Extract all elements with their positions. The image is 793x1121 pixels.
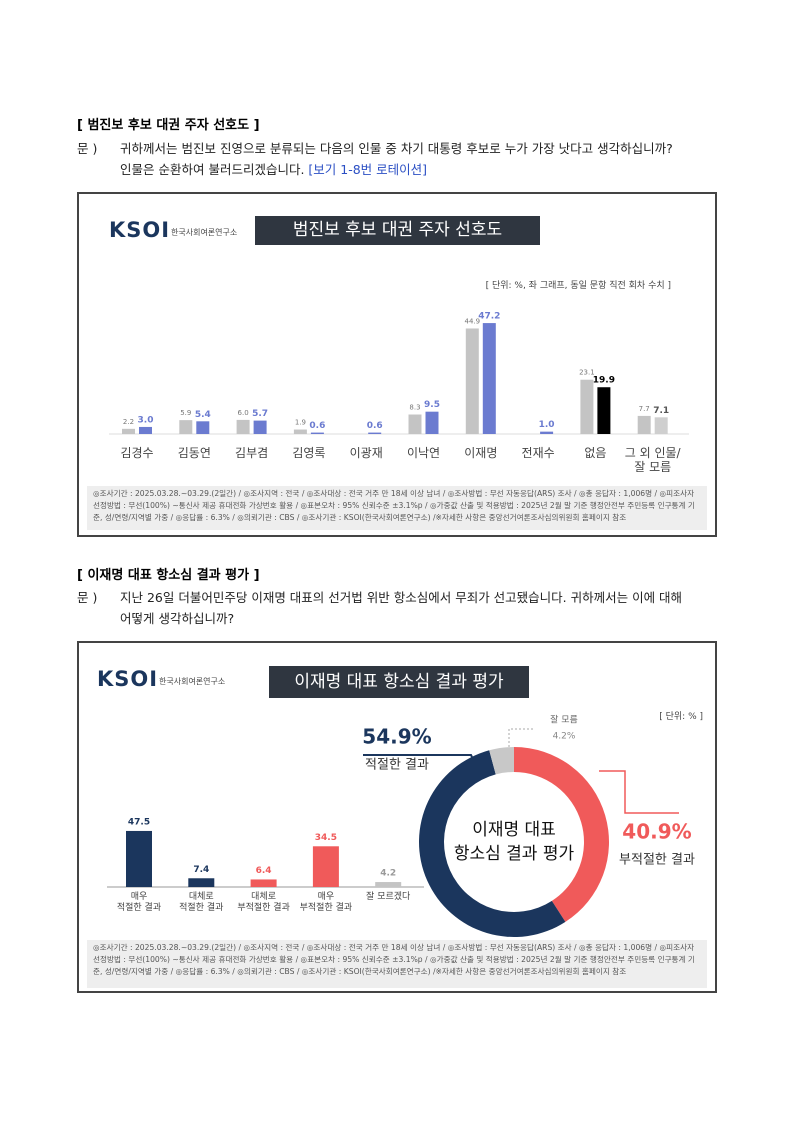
bar	[188, 878, 215, 887]
bar	[637, 415, 651, 434]
question-label: 문 )	[77, 141, 98, 156]
x-tick-label: 매우 적절한 결과	[116, 892, 162, 913]
question-label: 문 )	[77, 590, 98, 605]
x-tick-label: 없음	[584, 446, 607, 460]
unit: [ 단위: %, 좌 그래프, 동일 문항 직전 회차 수치 ]	[485, 281, 671, 291]
value-label: 19.9	[593, 376, 615, 386]
bar	[293, 429, 307, 434]
donut-slice	[514, 747, 610, 922]
value-label: 5.7	[252, 409, 268, 419]
chart: 2.2 3.05.9 5.4 6.0 5.71.9 0.6 0.68.3 9.544.947.…	[109, 312, 689, 435]
bar	[580, 379, 594, 434]
bar	[179, 420, 193, 434]
bar	[312, 846, 339, 887]
bar	[368, 432, 382, 434]
x-tick-label: 대체로 적절한 결과	[179, 892, 224, 913]
chart-panel: 47.5 7.4 6.4 34.5 4.2 40.9% 부적절한 결과 54.9% 적절한 결과…	[77, 641, 717, 993]
slice-label: 부적절한 결과	[619, 853, 695, 868]
footnote: ◎조사기간 : 2025.03.28.~03.29.(2일간) / ◎조사지역 …	[87, 486, 707, 530]
value-label: 5.4	[195, 410, 211, 420]
chart-title: 이재명 대표 항소심 결과 평가	[269, 666, 529, 698]
logo: KSOI	[109, 218, 171, 242]
question-text: 인물은 순환하여 불러드리겠습니다.	[120, 162, 305, 177]
chart: 47.5 7.4 6.4 34.5 4.2 40.9% 부적절한 결과 54.9% 적절한 결과…	[107, 714, 695, 937]
x-tick-label: 김영록	[292, 446, 326, 460]
leader-line	[599, 770, 679, 814]
value-label: 0.6	[367, 421, 383, 431]
value-label: 3.0	[138, 415, 154, 425]
value-label: 4.2	[380, 869, 396, 879]
question-line: 지난 26일 더불어민주당 이재명 대표의 선거법 위반 항소심에서 무죄가 선…	[120, 590, 683, 605]
value-label: 8.3	[409, 403, 420, 411]
bar	[597, 387, 611, 434]
x-tick-label: 잘 모르겠다	[366, 892, 411, 902]
logo-sub: 한국사회여론연구소	[171, 228, 238, 237]
value-label: 23.1	[579, 369, 595, 377]
value-label: 47.2	[478, 312, 500, 322]
heading: [ 범진보 후보 대권 주자 선호도 ]	[77, 118, 260, 133]
value-label: 54.9%	[362, 725, 431, 749]
logo: KSOI	[97, 667, 159, 691]
value-label: 6.4	[256, 866, 272, 876]
bar	[425, 411, 439, 434]
question-line: 귀하께서는 범진보 진영으로 분류되는 다음의 인물 중 차기 대통령 후보로 …	[120, 141, 673, 156]
x-tick-label: 이낙연	[406, 446, 441, 460]
question-note: [보기 1-8번 로테이션]	[308, 162, 428, 177]
x-tick-label: 그 외 인물/ 잘 모름	[624, 446, 681, 475]
bar	[126, 830, 152, 887]
chart-title: 범진보 후보 대권 주자 선호도	[255, 216, 540, 245]
donut-slice	[419, 750, 566, 937]
logo-sub: 한국사회여론연구소	[159, 677, 226, 686]
chart-panel: 2.2 3.0 5.9 5.4 6.0 5.7 1.9 0.6 0.6 8.3 9.5 44.9 47.…	[77, 192, 717, 537]
x-tick-label: 이재명	[464, 446, 498, 460]
value-label: 7.1	[653, 406, 669, 416]
value-label: 34.5	[315, 833, 337, 843]
heading: [ 이재명 대표 항소심 결과 평가 ]	[77, 568, 260, 583]
value-label: 9.5	[424, 400, 440, 410]
x-tick-label: 이광재	[349, 446, 383, 460]
bar	[139, 426, 152, 434]
value-label: 7.4	[193, 865, 209, 875]
bar	[196, 421, 210, 434]
bar	[408, 414, 422, 434]
footnote: ◎조사기간 : 2025.03.28.~03.29.(2일간) / ◎조사지역 …	[87, 940, 707, 988]
bar	[540, 431, 554, 434]
x-tick-label: 대체로 부적절한 결과	[237, 892, 290, 913]
leader-line	[508, 728, 535, 747]
x-tick-label: 매우 부적절한 결과	[299, 892, 353, 913]
x-tick-label: 김경수	[120, 446, 154, 460]
bar	[310, 432, 324, 434]
center-label: 이재명 대표 항소심 결과 평가	[453, 820, 575, 864]
unit: [ 단위: % ]	[659, 712, 703, 722]
x-tick-label: 전재수	[521, 446, 555, 460]
question-line: 인물은 순환하여 불러드리겠습니다. [보기 1-8번 로테이션]	[120, 159, 427, 178]
x-tick-label: 김부겸	[235, 446, 269, 460]
bar	[236, 419, 250, 434]
bar	[482, 323, 496, 434]
value-label: 44.9	[465, 317, 481, 325]
value-label: 40.9%	[622, 820, 691, 844]
value-label: 2.2	[123, 418, 134, 426]
bar	[253, 420, 267, 434]
bar	[250, 879, 277, 887]
bar	[122, 428, 135, 434]
value-label: 5.9	[180, 409, 191, 417]
value-label: 6.0	[238, 409, 249, 417]
value-label: 1.9	[295, 419, 306, 427]
bar	[465, 328, 479, 434]
value-label: 4.2%	[553, 732, 576, 742]
x-tick-label: 김동연	[177, 446, 211, 460]
donut-slice	[489, 747, 514, 775]
slice-label: 잘 모름	[550, 714, 578, 726]
bar	[375, 882, 402, 887]
value-label: 7.7	[639, 405, 650, 413]
bar	[654, 417, 668, 434]
question-line: 어떻게 생각하십니까?	[120, 611, 235, 626]
value-label: 47.5	[128, 817, 150, 827]
slice-label: 적절한 결과	[365, 758, 429, 773]
value-label: 1.0	[539, 420, 555, 430]
value-label: 0.6	[309, 421, 325, 431]
